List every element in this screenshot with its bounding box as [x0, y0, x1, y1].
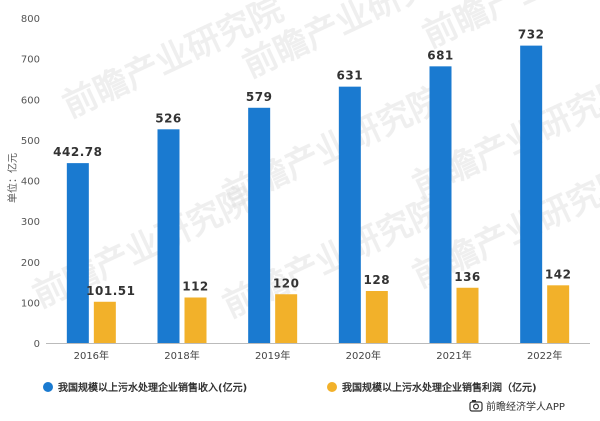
legend-revenue-label: 我国规模以上污水处理企业销售收入(亿元) — [58, 381, 247, 394]
y-tick-label: 500 — [21, 136, 40, 147]
profit-data-label: 112 — [182, 280, 209, 294]
x-tick-label: 2016年 — [74, 349, 109, 362]
profit-bar — [93, 301, 116, 343]
profit-data-label: 128 — [364, 273, 391, 287]
y-tick-label: 200 — [21, 258, 40, 269]
x-tick-label: 2021年 — [436, 349, 471, 362]
profit-data-label: 120 — [273, 276, 300, 290]
revenue-bar — [520, 45, 543, 343]
x-tick-label: 2018年 — [164, 349, 199, 362]
x-tick-label: 2022年 — [527, 349, 562, 362]
legend-revenue-marker — [43, 382, 53, 392]
y-axis-label: 单位：亿元 — [6, 153, 19, 203]
x-tick-label: 2019年 — [255, 349, 290, 362]
revenue-data-label: 579 — [246, 90, 273, 104]
y-tick-label: 300 — [21, 217, 40, 228]
camera-icon — [469, 400, 483, 412]
watermark-layer: 前瞻产业研究院前瞻产业研究院前瞻产业研究院前瞻产业研究院前瞻产业研究院前瞻产业研… — [27, 0, 600, 326]
y-tick-label: 0 — [34, 339, 40, 350]
source-label: 前瞻经济学人APP — [486, 400, 565, 413]
revenue-bar — [157, 129, 180, 343]
revenue-data-label: 732 — [518, 28, 545, 42]
source-credit: 前瞻经济学人APP — [469, 400, 565, 413]
revenue-data-label: 442.78 — [53, 145, 102, 159]
profit-data-label: 101.51 — [86, 284, 135, 298]
y-tick-label: 700 — [21, 55, 40, 66]
profit-bar — [184, 297, 207, 343]
revenue-data-label: 681 — [427, 48, 454, 62]
x-tick-label: 2020年 — [346, 349, 381, 362]
revenue-data-label: 631 — [337, 69, 364, 83]
profit-data-label: 136 — [454, 270, 481, 284]
x-axis-ticks: 2016年 2018年 2019年 2020年 2021年 2022年 — [74, 349, 563, 362]
revenue-data-label: 526 — [155, 111, 182, 125]
revenue-bar — [248, 107, 271, 343]
y-tick-label: 100 — [21, 298, 40, 309]
revenue-bar — [338, 86, 361, 343]
profit-bar — [275, 294, 298, 343]
revenue-bar — [66, 163, 89, 343]
profit-data-label: 142 — [545, 267, 572, 281]
y-tick-label: 400 — [21, 177, 40, 188]
legend-profit-marker — [327, 382, 337, 392]
bars: 442.78 101.51 526 112 579 120 631 128 681 136 732 1… — [53, 28, 571, 343]
y-tick-label: 600 — [21, 95, 40, 106]
profit-bar — [365, 291, 388, 343]
revenue-bar — [429, 66, 452, 343]
y-axis-ticks: 0 100 200 300 400 500 600 700 800 — [21, 14, 40, 350]
profit-bar — [547, 285, 570, 343]
profit-bar — [456, 287, 479, 343]
legend: 我国规模以上污水处理企业销售收入(亿元) 我国规模以上污水处理企业销售利润（亿元) — [43, 381, 537, 394]
y-tick-label: 800 — [21, 14, 40, 25]
legend-profit-label: 我国规模以上污水处理企业销售利润（亿元) — [342, 381, 537, 394]
